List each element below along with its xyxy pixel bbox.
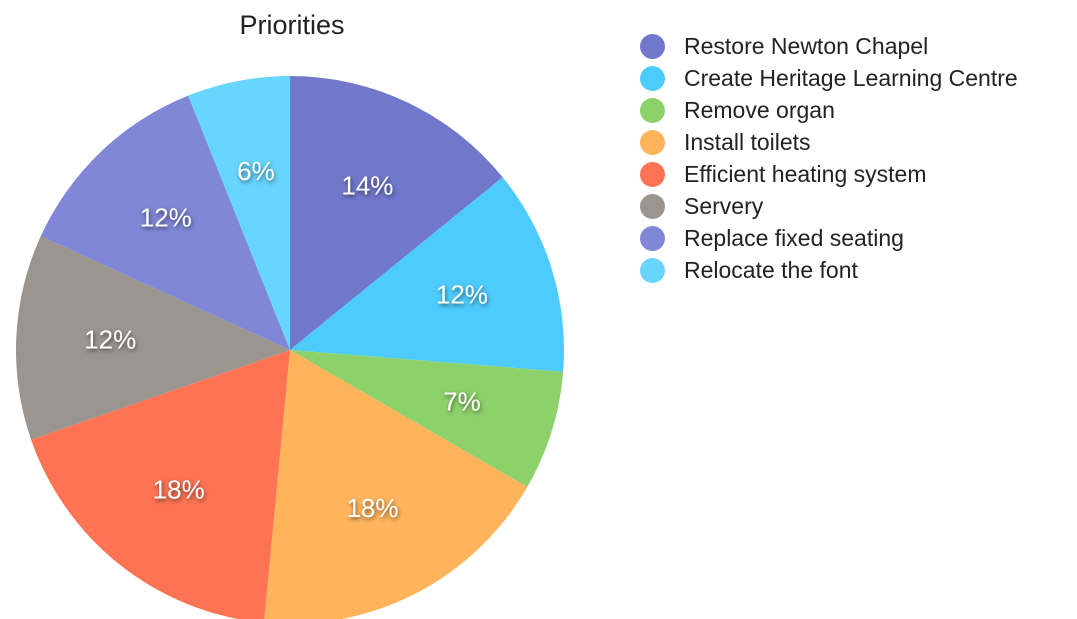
legend-swatch-icon	[640, 97, 665, 123]
legend-label: Create Heritage Learning Centre	[684, 64, 1018, 91]
legend-swatch-icon	[640, 161, 665, 187]
slice-label-3: 7%	[443, 386, 481, 416]
legend-item: Install toilets	[640, 126, 1018, 158]
legend-label: Relocate the font	[684, 256, 858, 283]
pie-slice-6	[15, 236, 290, 440]
legend-swatch-icon	[640, 129, 665, 155]
pie-slice-1	[290, 76, 503, 350]
slice-label-7: 12%	[140, 203, 192, 233]
pie-chart: 14% 12% 7% 18% 18% 12% 12% 6%	[15, 76, 565, 619]
slice-label-2: 12%	[436, 279, 488, 309]
pie-slice-3	[290, 350, 564, 487]
legend-swatch-icon	[640, 225, 665, 251]
slice-label-5: 18%	[153, 474, 205, 504]
legend-item: Remove organ	[640, 94, 1018, 126]
pie-slice-7	[40, 95, 291, 350]
legend-label: Remove organ	[684, 96, 835, 123]
legend-label: Servery	[684, 192, 764, 219]
legend-item: Create Heritage Learning Centre	[640, 62, 1018, 94]
legend-item: Replace fixed seating	[640, 222, 1018, 254]
slice-label-8: 6%	[237, 156, 275, 186]
slice-label-6: 12%	[84, 324, 136, 354]
legend-swatch-icon	[640, 33, 665, 59]
pie-slice-8	[188, 76, 290, 350]
legend: Restore Newton Chapel Create Heritage Lea…	[640, 30, 1018, 286]
pie-slice-2	[290, 177, 565, 372]
chart-title: Priorities	[239, 10, 345, 40]
legend-label: Efficient heating system	[684, 160, 927, 187]
legend-item: Relocate the font	[640, 254, 1018, 286]
legend-label: Restore Newton Chapel	[684, 32, 929, 59]
legend-item: Efficient heating system	[640, 158, 1018, 190]
legend-label: Install toilets	[684, 128, 811, 155]
slice-label-1: 14%	[341, 170, 393, 200]
legend-swatch-icon	[640, 257, 665, 283]
legend-item: Servery	[640, 190, 1018, 222]
legend-swatch-icon	[640, 193, 665, 219]
legend-item: Restore Newton Chapel	[640, 30, 1018, 62]
slice-label-4: 18%	[346, 493, 398, 523]
pie-slice-5	[31, 350, 290, 619]
legend-swatch-icon	[640, 65, 665, 91]
legend-label: Replace fixed seating	[684, 224, 904, 251]
pie-slice-4	[264, 350, 528, 619]
